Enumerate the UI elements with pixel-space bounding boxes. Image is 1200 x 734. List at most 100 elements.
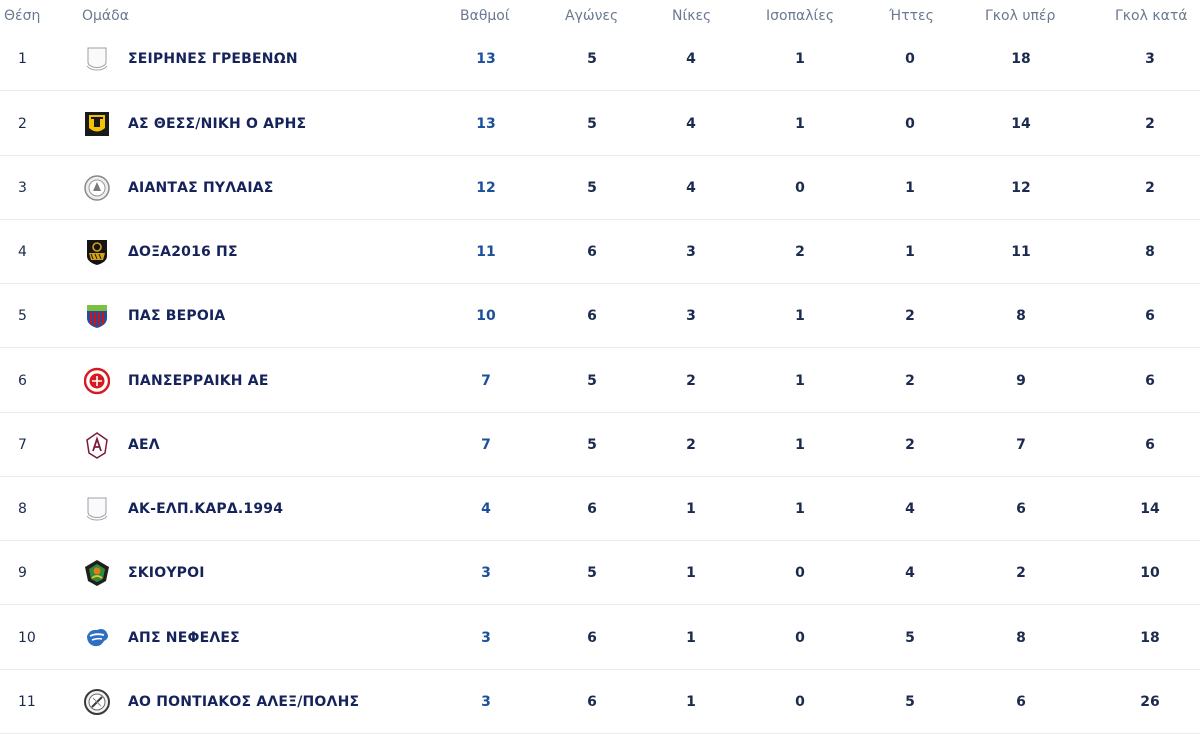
points-cell: 12 bbox=[476, 179, 496, 196]
header-team[interactable]: Ομάδα bbox=[82, 8, 129, 24]
losses-cell: 2 bbox=[905, 372, 915, 389]
draws-cell: 1 bbox=[795, 500, 805, 517]
table-row[interactable]: 11 ΑΟ ΠΟΝΤΙΑΚΟΣ ΑΛΕΞ/ΠΟΛΗΣ 3 6 1 0 5 6 26 bbox=[0, 670, 1200, 734]
header-position[interactable]: Θέση bbox=[4, 8, 41, 24]
played-cell: 6 bbox=[587, 307, 597, 324]
team-name-link[interactable]: ΑΕΛ bbox=[128, 436, 160, 453]
table-header: Θέση Ομάδα Βαθμοί Αγώνες Νίκες Ισοπαλίες… bbox=[0, 0, 1200, 34]
table-row[interactable]: 7 ΑΕΛ 7 5 2 1 2 7 6 bbox=[0, 413, 1200, 477]
position-cell: 11 bbox=[18, 693, 36, 710]
skiouroi-crest-icon[interactable] bbox=[84, 559, 110, 587]
placeholder-shield-icon[interactable] bbox=[84, 495, 110, 523]
header-goals-for[interactable]: Γκολ υπέρ bbox=[985, 8, 1056, 24]
losses-cell: 1 bbox=[905, 243, 915, 260]
goals-for-cell: 6 bbox=[1016, 693, 1026, 710]
points-cell: 7 bbox=[481, 436, 491, 453]
wins-cell: 4 bbox=[686, 179, 696, 196]
goals-for-cell: 8 bbox=[1016, 629, 1026, 646]
header-points[interactable]: Βαθμοί bbox=[460, 8, 510, 24]
goals-for-cell: 7 bbox=[1016, 436, 1026, 453]
team-name-link[interactable]: ΔΟΞΑ2016 ΠΣ bbox=[128, 243, 238, 260]
goals-for-cell: 18 bbox=[1011, 50, 1031, 67]
team-name-link[interactable]: ΑΙΑΝΤΑΣ ΠΥΛΑΙΑΣ bbox=[128, 179, 274, 196]
goals-for-cell: 2 bbox=[1016, 564, 1026, 581]
position-cell: 5 bbox=[18, 307, 27, 324]
table-row[interactable]: 10 ΑΠΣ ΝΕΦΕΛΕΣ 3 6 1 0 5 8 18 bbox=[0, 606, 1200, 670]
table-row[interactable]: 9 ΣΚΙΟΥΡΟΙ 3 5 1 0 4 2 10 bbox=[0, 541, 1200, 605]
team-name-link[interactable]: ΠΑΣ ΒΕΡΟΙΑ bbox=[128, 307, 226, 324]
points-cell: 13 bbox=[476, 50, 496, 67]
goals-against-cell: 18 bbox=[1140, 629, 1160, 646]
losses-cell: 0 bbox=[905, 115, 915, 132]
draws-cell: 2 bbox=[795, 243, 805, 260]
draws-cell: 0 bbox=[795, 629, 805, 646]
table-row[interactable]: 6 ΠΑΝΣΕΡΡΑΙΚΗ ΑΕ 7 5 2 1 2 9 6 bbox=[0, 349, 1200, 413]
goals-against-cell: 8 bbox=[1145, 243, 1155, 260]
goals-against-cell: 26 bbox=[1140, 693, 1160, 710]
goals-for-cell: 14 bbox=[1011, 115, 1031, 132]
team-name-link[interactable]: ΣΚΙΟΥΡΟΙ bbox=[128, 564, 205, 581]
header-played[interactable]: Αγώνες bbox=[565, 8, 619, 24]
header-draws[interactable]: Ισοπαλίες bbox=[766, 8, 835, 24]
played-cell: 6 bbox=[587, 500, 597, 517]
goals-against-cell: 3 bbox=[1145, 50, 1155, 67]
draws-cell: 1 bbox=[795, 372, 805, 389]
table-row[interactable]: 1 ΣΕΙΡΗΝΕΣ ΓΡΕΒΕΝΩΝ 13 5 4 1 0 18 3 bbox=[0, 27, 1200, 91]
header-wins[interactable]: Νίκες bbox=[672, 8, 712, 24]
table-row[interactable]: 4 ΔΟΞΑ2016 ΠΣ 11 6 3 2 1 11 8 bbox=[0, 220, 1200, 284]
table-row[interactable]: 2 ΑΣ ΘΕΣΣ/ΝΙΚΗ Ο ΑΡΗΣ 13 5 4 1 0 14 2 bbox=[0, 92, 1200, 156]
goals-for-cell: 11 bbox=[1011, 243, 1031, 260]
wins-cell: 1 bbox=[686, 693, 696, 710]
team-name-link[interactable]: ΣΕΙΡΗΝΕΣ ΓΡΕΒΕΝΩΝ bbox=[128, 50, 298, 67]
table-row[interactable]: 5 ΠΑΣ ΒΕΡΟΙΑ 10 6 3 1 2 8 6 bbox=[0, 284, 1200, 348]
played-cell: 6 bbox=[587, 693, 597, 710]
goals-against-cell: 6 bbox=[1145, 436, 1155, 453]
team-name-link[interactable]: ΑΚ-ΕΛΠ.ΚΑΡΔ.1994 bbox=[128, 500, 284, 517]
nefeles-crest-icon[interactable] bbox=[84, 624, 110, 652]
goals-against-cell: 2 bbox=[1145, 179, 1155, 196]
position-cell: 6 bbox=[18, 372, 27, 389]
team-name-link[interactable]: ΑΠΣ ΝΕΦΕΛΕΣ bbox=[128, 629, 240, 646]
wins-cell: 1 bbox=[686, 500, 696, 517]
played-cell: 5 bbox=[587, 115, 597, 132]
wins-cell: 3 bbox=[686, 307, 696, 324]
position-cell: 2 bbox=[18, 115, 27, 132]
goals-for-cell: 9 bbox=[1016, 372, 1026, 389]
aris-crest-icon[interactable] bbox=[84, 110, 110, 138]
draws-cell: 1 bbox=[795, 50, 805, 67]
header-goals-against[interactable]: Γκολ κατά bbox=[1115, 8, 1188, 24]
draws-cell: 1 bbox=[795, 115, 805, 132]
team-name-link[interactable]: ΑΟ ΠΟΝΤΙΑΚΟΣ ΑΛΕΞ/ΠΟΛΗΣ bbox=[128, 693, 360, 710]
position-cell: 3 bbox=[18, 179, 27, 196]
goals-against-cell: 2 bbox=[1145, 115, 1155, 132]
goals-for-cell: 8 bbox=[1016, 307, 1026, 324]
team-name-link[interactable]: ΑΣ ΘΕΣΣ/ΝΙΚΗ Ο ΑΡΗΣ bbox=[128, 115, 307, 132]
veroia-crest-icon[interactable] bbox=[84, 302, 110, 330]
draws-cell: 0 bbox=[795, 179, 805, 196]
points-cell: 10 bbox=[476, 307, 496, 324]
losses-cell: 2 bbox=[905, 307, 915, 324]
goals-against-cell: 10 bbox=[1140, 564, 1160, 581]
wins-cell: 1 bbox=[686, 629, 696, 646]
losses-cell: 0 bbox=[905, 50, 915, 67]
played-cell: 5 bbox=[587, 564, 597, 581]
ael-crest-icon[interactable] bbox=[84, 431, 110, 459]
wins-cell: 3 bbox=[686, 243, 696, 260]
draws-cell: 0 bbox=[795, 693, 805, 710]
header-losses[interactable]: Ήττες bbox=[889, 8, 934, 24]
losses-cell: 2 bbox=[905, 436, 915, 453]
table-row[interactable]: 3 ΑΙΑΝΤΑΣ ΠΥΛΑΙΑΣ 12 5 4 0 1 12 2 bbox=[0, 156, 1200, 220]
pontiakos-crest-icon[interactable] bbox=[84, 688, 110, 716]
played-cell: 5 bbox=[587, 372, 597, 389]
placeholder-shield-icon[interactable] bbox=[84, 45, 110, 73]
table-row[interactable]: 8 ΑΚ-ΕΛΠ.ΚΑΡΔ.1994 4 6 1 1 4 6 14 bbox=[0, 477, 1200, 541]
losses-cell: 4 bbox=[905, 564, 915, 581]
points-cell: 3 bbox=[481, 693, 491, 710]
points-cell: 3 bbox=[481, 564, 491, 581]
team-name-link[interactable]: ΠΑΝΣΕΡΡΑΙΚΗ ΑΕ bbox=[128, 372, 269, 389]
doxa-crest-icon[interactable] bbox=[84, 238, 110, 266]
panserraikos-crest-icon[interactable] bbox=[83, 367, 111, 395]
aiantas-crest-icon[interactable] bbox=[84, 174, 110, 202]
goals-for-cell: 6 bbox=[1016, 500, 1026, 517]
